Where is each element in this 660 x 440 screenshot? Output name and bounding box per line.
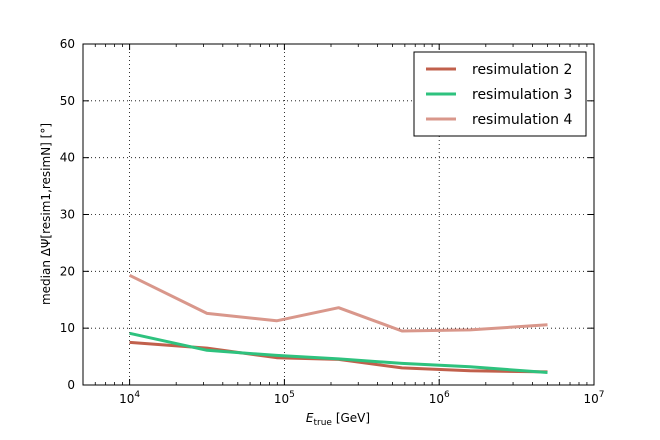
series-line-4 [128,273,548,333]
series-lines [128,273,548,374]
x-tick-label-base: 10 [274,392,289,406]
x-tick-label: 104 [119,390,140,406]
legend-label: resimulation 2 [472,62,572,78]
series-line-3 [129,331,548,374]
x-tick-label-base: 10 [583,392,598,406]
legend-label: resimulation 3 [472,87,572,103]
y-tick-label: 40 [60,151,75,165]
x-tick-label-base: 10 [119,392,134,406]
x-axis-label: Etrue [GeV] [306,411,370,428]
x-axis-label-unit-text: [GeV] [336,411,370,425]
legend-label: resimulation 4 [472,112,572,128]
y-tick-label: 20 [60,264,75,278]
y-tick-label: 10 [60,321,75,335]
x-tick-label-exponent: 4 [134,390,140,400]
x-tick-label-exponent: 5 [289,390,295,400]
x-axis-label-symbol: E [306,411,314,425]
axis-ticks [82,43,595,386]
y-tick-label: 60 [60,37,75,51]
x-tick-label-exponent: 7 [599,390,605,400]
x-tick-label: 107 [583,390,604,406]
y-tick-label: 50 [60,94,75,108]
y-tick-label: 0 [67,378,75,392]
x-axis-label-subscript: true [314,418,333,428]
legend: resimulation 2 resimulation 3 resimulation… [413,51,587,137]
x-tick-label-base: 10 [429,392,444,406]
x-tick-label-exponent: 6 [444,390,450,400]
y-axis-label: median ΔΨ[resim1,resimN] [°] [39,123,53,305]
y-tick-label: 30 [60,208,75,222]
x-tick-label: 106 [429,390,450,406]
x-tick-label: 105 [274,390,295,406]
